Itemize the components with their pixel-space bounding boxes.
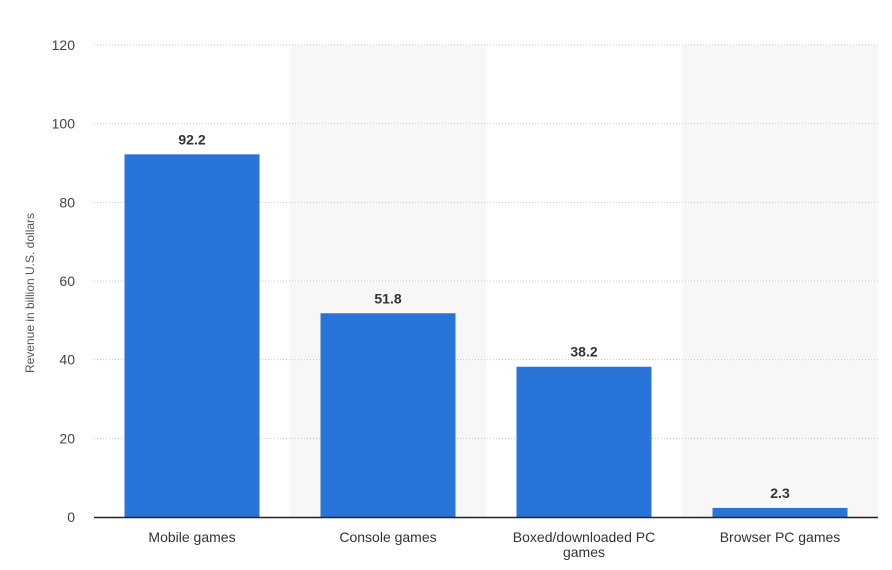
bar[interactable] — [320, 313, 456, 517]
x-axis-labels: Mobile games Console games Boxed/downloade… — [148, 529, 840, 560]
y-tick-label: 100 — [52, 116, 76, 132]
y-axis-ticks: 0 20 40 60 80 100 120 — [52, 37, 76, 525]
y-tick-label: 60 — [59, 273, 75, 289]
category-band — [682, 45, 878, 517]
bar[interactable] — [712, 507, 848, 517]
y-tick-label: 120 — [52, 37, 76, 53]
y-tick-label: 80 — [59, 194, 75, 210]
bar-value-label: 2.3 — [770, 485, 790, 501]
y-tick-label: 0 — [67, 509, 75, 525]
bar-value-label: 92.2 — [178, 131, 205, 147]
x-tick-label: Browser PC games — [720, 529, 841, 545]
x-tick-label: Boxed/downloaded PC games — [513, 529, 655, 560]
value-labels: 92.2 51.8 38.2 2.3 — [178, 131, 790, 501]
x-tick-label: Console games — [339, 529, 436, 545]
x-tick-label: Mobile games — [148, 529, 235, 545]
bar-value-label: 51.8 — [374, 290, 401, 306]
bar-value-label: 38.2 — [570, 344, 597, 360]
y-tick-label: 20 — [59, 430, 75, 446]
y-axis-title: Revenue in billion U.S. dollars — [23, 213, 37, 373]
y-tick-label: 40 — [59, 352, 75, 368]
bar[interactable] — [516, 366, 652, 517]
bars — [124, 154, 848, 517]
bar[interactable] — [124, 154, 260, 517]
